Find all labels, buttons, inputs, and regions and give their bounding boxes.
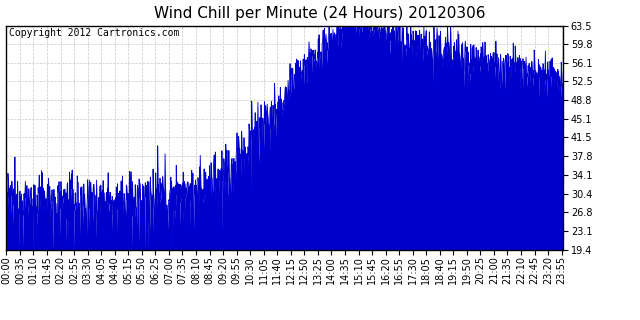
Text: Wind Chill per Minute (24 Hours) 20120306: Wind Chill per Minute (24 Hours) 2012030…: [154, 6, 486, 21]
Text: Copyright 2012 Cartronics.com: Copyright 2012 Cartronics.com: [9, 28, 180, 38]
